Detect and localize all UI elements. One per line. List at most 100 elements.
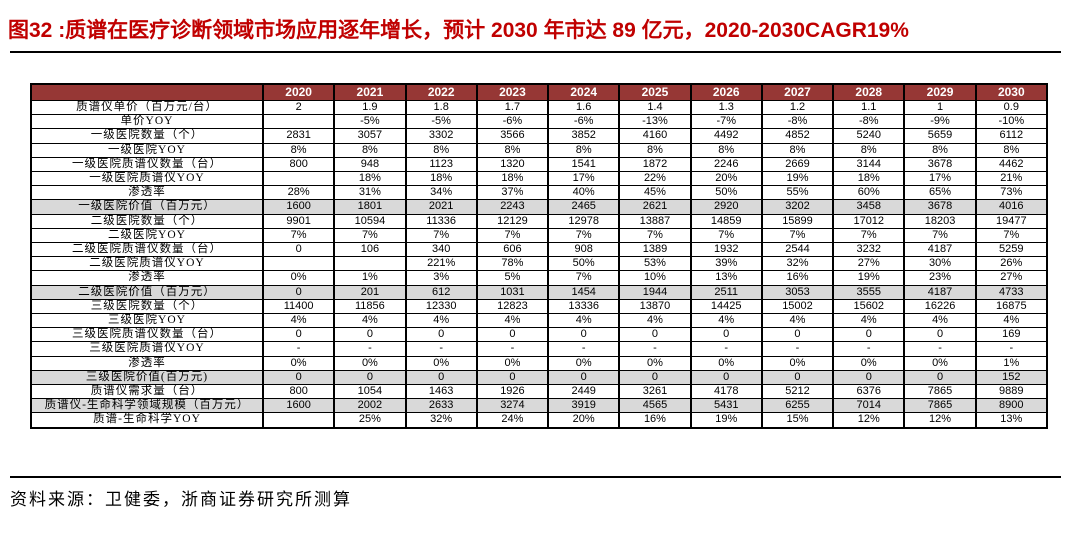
value-cell: 16% <box>618 412 692 429</box>
value-cell: 2511 <box>689 284 763 300</box>
value-cell: 21% <box>974 171 1048 187</box>
value-cell: - <box>475 341 550 357</box>
value-cell: 17% <box>903 171 977 187</box>
row-label: 渗透率 <box>30 185 264 201</box>
row-label-header <box>30 83 264 101</box>
value-cell: - <box>333 341 407 357</box>
value-cell: 0 <box>547 369 621 386</box>
value-cell: 31% <box>333 185 407 201</box>
value-cell: 4187 <box>903 284 977 300</box>
value-cell: 0 <box>261 369 336 386</box>
value-cell: 15899 <box>760 213 835 229</box>
value-cell: 17012 <box>832 213 906 229</box>
value-cell: 1932 <box>689 242 763 258</box>
value-cell: 15002 <box>760 298 835 315</box>
value-cell: 1600 <box>261 398 336 414</box>
value-cell: 14859 <box>689 213 763 229</box>
value-cell: 4016 <box>974 199 1048 215</box>
value-cell: 0 <box>333 327 407 343</box>
value-cell: 8% <box>974 142 1048 158</box>
value-cell: 8% <box>261 142 336 158</box>
value-cell: 800 <box>261 384 336 400</box>
value-cell: 5659 <box>903 128 977 144</box>
value-cell: 0 <box>903 369 977 386</box>
value-cell: 3302 <box>404 128 478 144</box>
value-cell: 8% <box>832 142 906 158</box>
value-cell: 12330 <box>404 298 478 315</box>
value-cell: 45% <box>618 185 692 201</box>
year-header: 2022 <box>404 83 478 101</box>
header-row: 2020 2021 2022 2023 2024 2025 2026 2027 2028 2029… <box>30 83 1048 101</box>
value-cell: 3202 <box>760 199 835 215</box>
row-label: 一级医院YOY <box>30 142 264 158</box>
value-cell: 2465 <box>547 199 621 215</box>
value-cell: 3555 <box>832 284 906 300</box>
value-cell: - <box>547 341 621 357</box>
value-cell: 1872 <box>618 156 692 173</box>
value-cell: -13% <box>618 114 692 130</box>
value-cell: 5431 <box>689 398 763 414</box>
value-cell: -6% <box>547 114 621 130</box>
value-cell: 78% <box>475 256 550 272</box>
value-cell: 8% <box>618 142 692 158</box>
value-cell: 0% <box>832 355 906 371</box>
value-cell: 1.8 <box>404 99 478 116</box>
table-row: 二级医院价值（百万元） 0 201 612 1031 1454 1944 2511 3053 35… <box>30 284 1048 300</box>
value-cell: 7% <box>261 227 336 244</box>
value-cell: -5% <box>333 114 407 130</box>
row-label: 单价YOY <box>30 114 264 130</box>
data-table: 2020 2021 2022 2023 2024 2025 2026 2027 2028 2029… <box>30 83 1048 429</box>
value-cell: 1% <box>333 270 407 286</box>
table-row: 三级医院价值(百万元) 0 0 0 0 0 0 0 0 0 0 152 <box>30 369 1048 386</box>
value-cell: 0% <box>760 355 835 371</box>
value-cell: 40% <box>547 185 621 201</box>
value-cell: 0 <box>261 327 336 343</box>
value-cell: 4% <box>903 313 977 329</box>
value-cell: 7% <box>974 227 1048 244</box>
row-label: 质谱-生命科学YOY <box>30 412 264 429</box>
value-cell: 0 <box>618 327 692 343</box>
value-cell: 1600 <box>261 199 336 215</box>
value-cell: 1454 <box>547 284 621 300</box>
value-cell: 4565 <box>618 398 692 414</box>
value-cell: 55% <box>760 185 835 201</box>
table-body: 质谱仪单价（百万元/台） 2 1.9 1.8 1.7 1.6 1.4 1.3 1.2 1.1 1 0.… <box>30 99 1048 429</box>
value-cell: 1541 <box>547 156 621 173</box>
value-cell: 15602 <box>832 298 906 315</box>
value-cell: 2449 <box>547 384 621 400</box>
value-cell: 0 <box>689 369 763 386</box>
value-cell: 50% <box>547 256 621 272</box>
value-cell: -8% <box>832 114 906 130</box>
table-row: 二级医院YOY 7% 7% 7% 7% 7% 7% 7% 7% 7% 7% 7% <box>30 227 1048 244</box>
value-cell: 2669 <box>760 156 835 173</box>
value-cell: 22% <box>618 171 692 187</box>
value-cell: 20% <box>547 412 621 429</box>
table-header: 2020 2021 2022 2023 2024 2025 2026 2027 2028 2029… <box>30 83 1048 101</box>
value-cell: 106 <box>333 242 407 258</box>
value-cell: 32% <box>760 256 835 272</box>
value-cell: 8% <box>760 142 835 158</box>
value-cell: 5% <box>475 270 550 286</box>
value-cell: -10% <box>974 114 1048 130</box>
row-label: 二级医院价值（百万元） <box>30 284 264 300</box>
value-cell: 2920 <box>689 199 763 215</box>
year-header: 2028 <box>832 83 906 101</box>
value-cell: 17% <box>547 171 621 187</box>
row-label: 一级医院数量（个） <box>30 128 264 144</box>
value-cell: 0% <box>404 355 478 371</box>
value-cell <box>261 412 336 429</box>
value-cell: 3232 <box>832 242 906 258</box>
value-cell: 2002 <box>333 398 407 414</box>
value-cell: 0% <box>333 355 407 371</box>
row-label: 二级医院数量（个） <box>30 213 264 229</box>
value-cell: 0 <box>404 369 478 386</box>
value-cell: 201 <box>333 284 407 300</box>
value-cell: 1.1 <box>832 99 906 116</box>
value-cell: 1926 <box>475 384 550 400</box>
value-cell: 3261 <box>618 384 692 400</box>
value-cell: 12823 <box>475 298 550 315</box>
value-cell: - <box>689 341 763 357</box>
table-row: 渗透率 0% 1% 3% 5% 7% 10% 13% 16% 19% 23% 27% <box>30 270 1048 286</box>
value-cell: 7% <box>832 227 906 244</box>
value-cell: 0 <box>261 284 336 300</box>
